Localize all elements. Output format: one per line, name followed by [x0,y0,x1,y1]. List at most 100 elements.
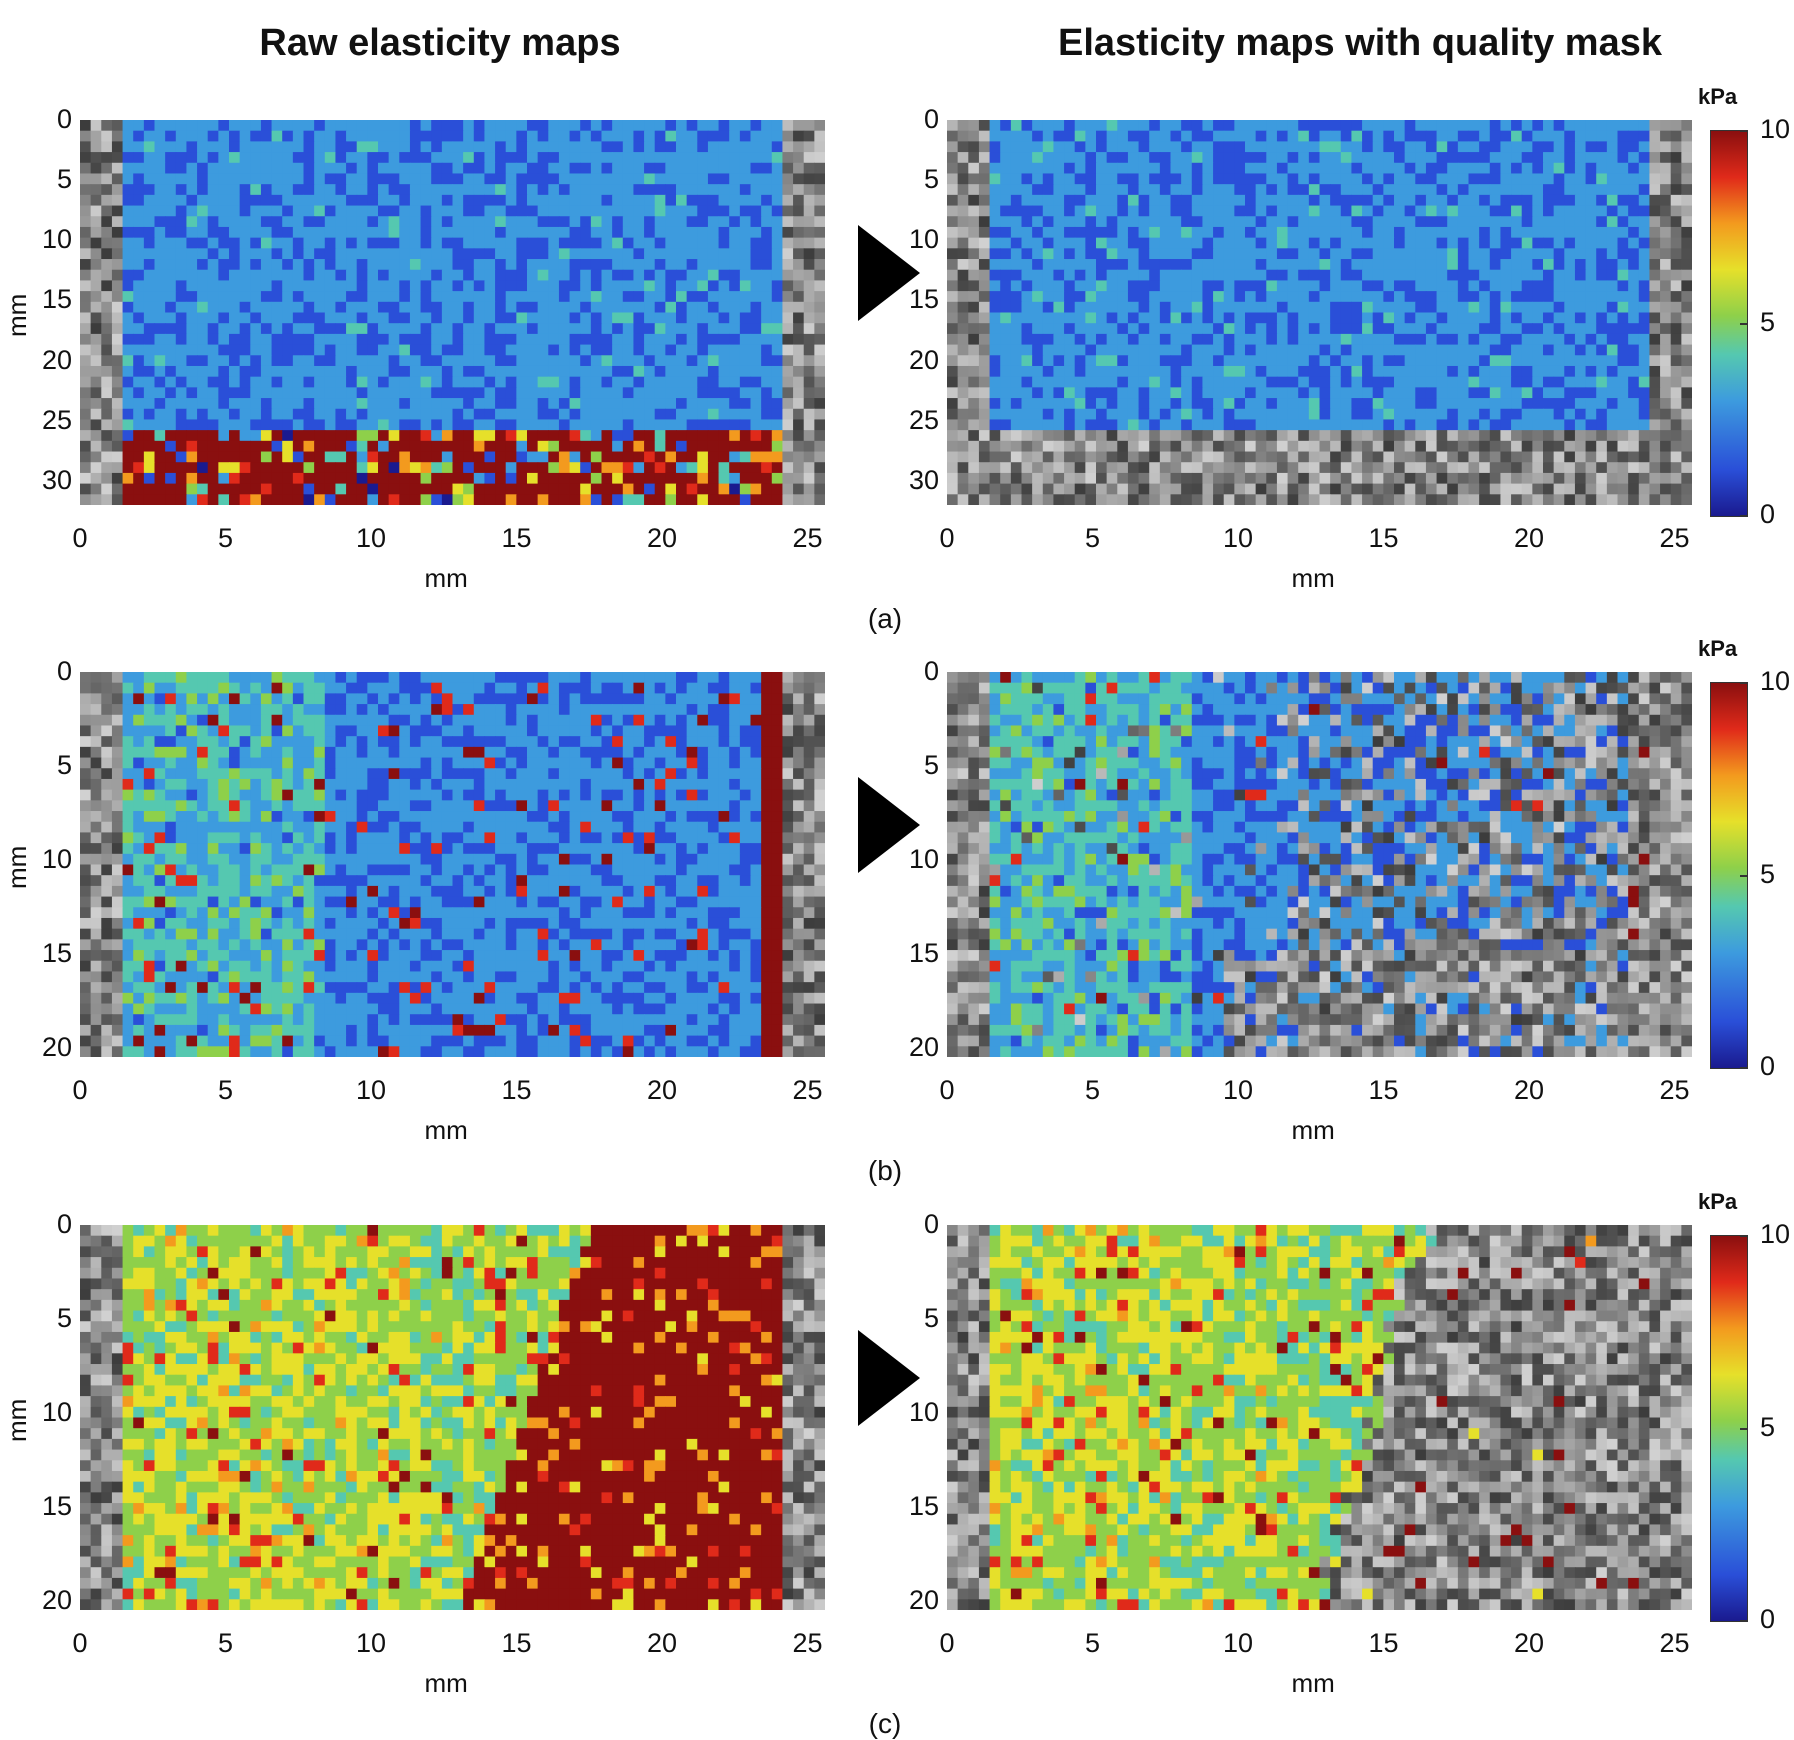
x-tick-label: 25 [778,523,838,554]
colorbar-tick-label: 0 [1760,1051,1775,1082]
x-tick-label: 0 [917,523,977,554]
x-tick-label: 25 [1645,1628,1705,1659]
colorbar-tick-mark [1740,323,1748,325]
x-tick-label: 20 [1499,1075,1559,1106]
x-tick-label: 15 [487,523,547,554]
x-tick-label: 20 [1499,1628,1559,1659]
y-axis-label: mm [2,293,33,336]
colorbar-tick-label: 5 [1760,1412,1775,1443]
y-tick-label: 0 [889,104,939,135]
colorbar-tick-label: 5 [1760,859,1775,890]
x-axis-label: mm [425,1668,468,1699]
x-tick-label: 20 [1499,523,1559,554]
colorbar-tick-mark [1740,130,1748,132]
y-tick-label: 15 [889,938,939,969]
colorbar-tick-label: 5 [1760,307,1775,338]
panel-label: (b) [845,1155,925,1187]
x-axis-label: mm [425,563,468,594]
colorbar-tick-mark [1740,1067,1748,1069]
colorbar-tick-mark [1740,1620,1748,1622]
x-tick-label: 20 [632,1628,692,1659]
x-tick-label: 15 [487,1628,547,1659]
y-tick-label: 20 [22,345,72,376]
y-tick-label: 25 [22,405,72,436]
x-tick-label: 15 [487,1075,547,1106]
elasticity-map-1-masked [947,672,1692,1057]
x-axis-label: mm [1292,1115,1335,1146]
y-tick-label: 0 [22,656,72,687]
colorbar-tick-mark [1740,682,1748,684]
x-tick-label: 5 [1063,523,1123,554]
colorbar-unit: kPa [1698,636,1737,662]
y-tick-label: 20 [889,345,939,376]
colorbar-tick-label: 0 [1760,1604,1775,1635]
y-tick-label: 30 [889,465,939,496]
x-tick-label: 10 [341,1075,401,1106]
x-tick-label: 25 [778,1628,838,1659]
x-tick-label: 25 [1645,1075,1705,1106]
title-left: Raw elasticity maps [90,22,790,65]
x-tick-label: 10 [1208,1628,1268,1659]
arrow-icon [858,1330,920,1426]
elasticity-map-2-raw [80,1225,825,1610]
colorbar-tick-label: 0 [1760,499,1775,530]
y-tick-label: 30 [22,465,72,496]
x-tick-label: 0 [50,1075,110,1106]
x-tick-label: 15 [1354,1075,1414,1106]
y-tick-label: 5 [889,164,939,195]
arrow-icon [858,777,920,873]
colorbar-tick-mark [1740,515,1748,517]
y-tick-label: 10 [22,224,72,255]
x-tick-label: 10 [1208,523,1268,554]
x-axis-label: mm [425,1115,468,1146]
y-tick-label: 15 [22,938,72,969]
y-tick-label: 0 [889,1209,939,1240]
y-tick-label: 5 [22,750,72,781]
x-tick-label: 5 [1063,1075,1123,1106]
x-tick-label: 25 [1645,523,1705,554]
x-tick-label: 10 [1208,1075,1268,1106]
elasticity-map-0-masked [947,120,1692,505]
y-axis-label: mm [2,845,33,888]
colorbar-tick-label: 10 [1760,114,1790,145]
y-tick-label: 20 [22,1585,72,1616]
arrow-icon [858,225,920,321]
y-tick-label: 15 [889,1491,939,1522]
y-tick-label: 5 [22,1303,72,1334]
y-tick-label: 25 [889,405,939,436]
x-tick-label: 20 [632,523,692,554]
x-tick-label: 5 [196,523,256,554]
x-axis-label: mm [1292,1668,1335,1699]
colorbar-tick-mark [1740,1428,1748,1430]
x-tick-label: 0 [50,1628,110,1659]
x-tick-label: 25 [778,1075,838,1106]
y-tick-label: 5 [22,164,72,195]
x-tick-label: 0 [50,523,110,554]
elasticity-map-2-masked [947,1225,1692,1610]
y-tick-label: 0 [22,104,72,135]
x-axis-label: mm [1292,563,1335,594]
colorbar-tick-label: 10 [1760,666,1790,697]
x-tick-label: 0 [917,1075,977,1106]
colorbar-unit: kPa [1698,1189,1737,1215]
y-tick-label: 15 [22,1491,72,1522]
x-tick-label: 15 [1354,523,1414,554]
colorbar-tick-mark [1740,875,1748,877]
y-tick-label: 0 [889,656,939,687]
x-tick-label: 15 [1354,1628,1414,1659]
panel-label: (a) [845,603,925,635]
x-tick-label: 10 [341,523,401,554]
x-tick-label: 10 [341,1628,401,1659]
y-tick-label: 20 [889,1032,939,1063]
y-tick-label: 20 [889,1585,939,1616]
x-tick-label: 5 [1063,1628,1123,1659]
title-right: Elasticity maps with quality mask [1000,22,1720,65]
panel-label: (c) [845,1708,925,1740]
x-tick-label: 20 [632,1075,692,1106]
elasticity-map-1-raw [80,672,825,1057]
elasticity-map-0-raw [80,120,825,505]
y-tick-label: 20 [22,1032,72,1063]
x-tick-label: 5 [196,1075,256,1106]
x-tick-label: 0 [917,1628,977,1659]
y-tick-label: 0 [22,1209,72,1240]
